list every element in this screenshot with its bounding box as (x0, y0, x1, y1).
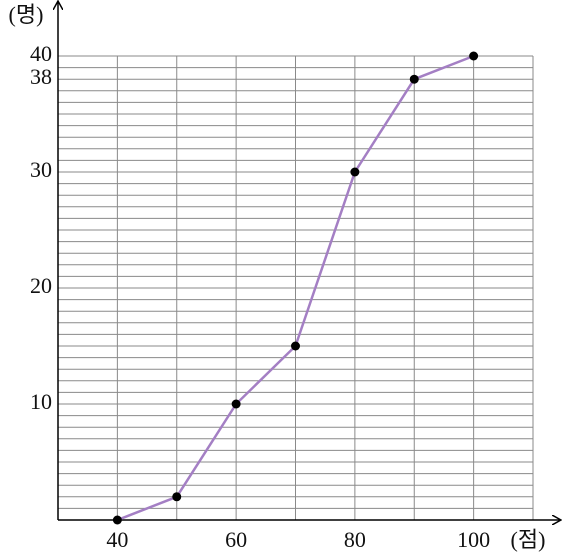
point (172, 492, 182, 502)
point (112, 515, 122, 525)
x-tick-label: 60 (225, 527, 247, 552)
point (409, 74, 419, 84)
point (231, 399, 241, 409)
y-tick-label: 20 (30, 273, 52, 298)
y-tick-label: 40 (30, 41, 52, 66)
x-tick-label: 80 (344, 527, 366, 552)
y-tick-label: 30 (30, 157, 52, 182)
point (469, 51, 479, 61)
x-tick-label: 100 (457, 527, 490, 552)
y-tick-label: 10 (30, 389, 52, 414)
y-tick-label: 38 (30, 64, 52, 89)
point (291, 341, 300, 351)
grid (58, 55, 534, 520)
x-axis-label: (점) (511, 527, 546, 552)
point (350, 167, 360, 177)
x-tick-label: 40 (106, 527, 128, 552)
y-axis-label: (명) (9, 2, 44, 27)
